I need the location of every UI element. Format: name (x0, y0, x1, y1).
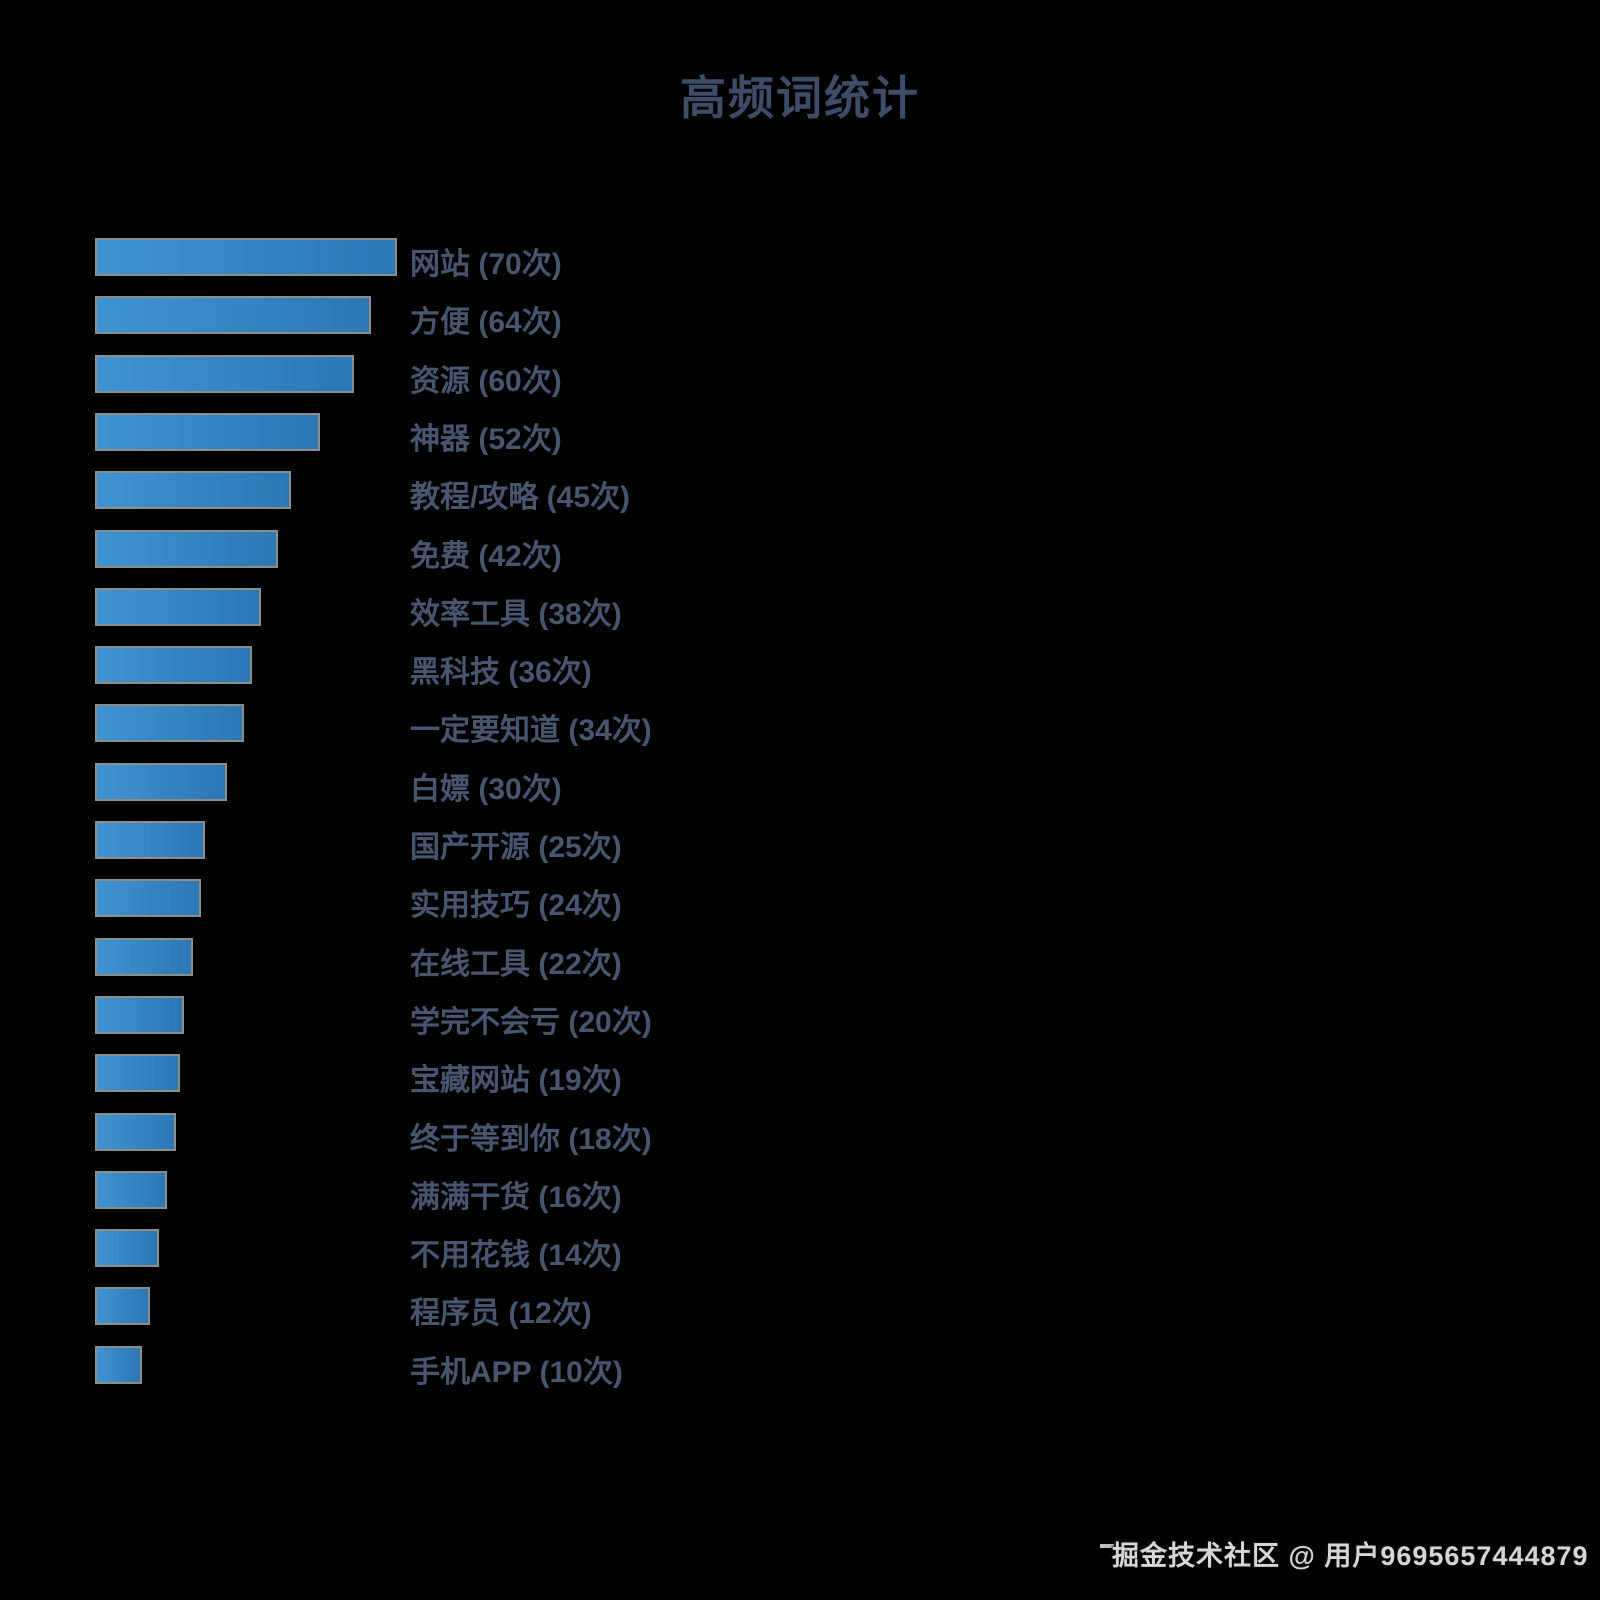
bar-label: 免费 (42次) (410, 540, 562, 573)
bar-row: 资源 (60次) (0, 355, 1600, 398)
bar-label: 效率工具 (38次) (410, 598, 622, 631)
bar (95, 763, 227, 801)
bar-row: 终于等到你 (18次) (0, 1113, 1600, 1156)
bar-label: 满满干货 (16次) (410, 1181, 622, 1214)
bar-row: 宝藏网站 (19次) (0, 1054, 1600, 1097)
bar (95, 588, 261, 626)
bar (95, 704, 244, 742)
bar (95, 413, 320, 451)
bar-label: 白嫖 (30次) (410, 773, 562, 806)
bar (95, 471, 291, 509)
bar-label: 学完不会亏 (20次) (410, 1006, 652, 1039)
bar-label: 一定要知道 (34次) (410, 714, 652, 747)
watermark: 掘金技术社区 @ 用户9695657444879 (1112, 1541, 1589, 1571)
bar (95, 1113, 176, 1151)
bar-label: 终于等到你 (18次) (410, 1123, 652, 1156)
bar-row: 方便 (64次) (0, 296, 1600, 339)
bar (95, 296, 371, 334)
bar-label: 国产开源 (25次) (410, 831, 622, 864)
bar-row: 不用花钱 (14次) (0, 1229, 1600, 1272)
bar-row: 网站 (70次) (0, 238, 1600, 281)
bar-row: 一定要知道 (34次) (0, 704, 1600, 747)
bar-row: 黑科技 (36次) (0, 646, 1600, 689)
bar-row: 免费 (42次) (0, 530, 1600, 573)
bar-row: 在线工具 (22次) (0, 938, 1600, 981)
bar-label: 教程/攻略 (45次) (410, 481, 631, 514)
bar-label: 方便 (64次) (410, 306, 562, 339)
bar-row: 国产开源 (25次) (0, 821, 1600, 864)
bar-row: 白嫖 (30次) (0, 763, 1600, 806)
bar-row: 效率工具 (38次) (0, 588, 1600, 631)
bar-label: 网站 (70次) (410, 248, 562, 281)
bar-label: 在线工具 (22次) (410, 948, 622, 981)
bar (95, 1171, 167, 1209)
bar (95, 355, 354, 393)
bar (95, 238, 397, 276)
chart-title: 高频词统计 (680, 72, 920, 124)
bar (95, 996, 184, 1034)
bar-row: 程序员 (12次) (0, 1287, 1600, 1330)
bar-label: 资源 (60次) (410, 365, 562, 398)
bar-label: 程序员 (12次) (410, 1297, 592, 1330)
bar-row: 学完不会亏 (20次) (0, 996, 1600, 1039)
bar-label: 神器 (52次) (410, 423, 562, 456)
bar (95, 1287, 150, 1325)
bar (95, 821, 205, 859)
watermark-tick (1100, 1544, 1114, 1548)
bar (95, 879, 201, 917)
bar (95, 1054, 180, 1092)
bar (95, 646, 252, 684)
bar-row: 满满干货 (16次) (0, 1171, 1600, 1214)
bar (95, 1346, 142, 1384)
bar-label: 黑科技 (36次) (410, 656, 592, 689)
bar-row: 神器 (52次) (0, 413, 1600, 456)
bar (95, 938, 193, 976)
bar-row: 手机APP (10次) (0, 1346, 1600, 1389)
bar (95, 1229, 159, 1267)
bar-row: 实用技巧 (24次) (0, 879, 1600, 922)
bar (95, 530, 278, 568)
bar-label: 宝藏网站 (19次) (410, 1064, 622, 1097)
bar-label: 实用技巧 (24次) (410, 889, 622, 922)
bar-label: 不用花钱 (14次) (410, 1239, 622, 1272)
bar-label: 手机APP (10次) (410, 1356, 623, 1389)
bar-row: 教程/攻略 (45次) (0, 471, 1600, 514)
